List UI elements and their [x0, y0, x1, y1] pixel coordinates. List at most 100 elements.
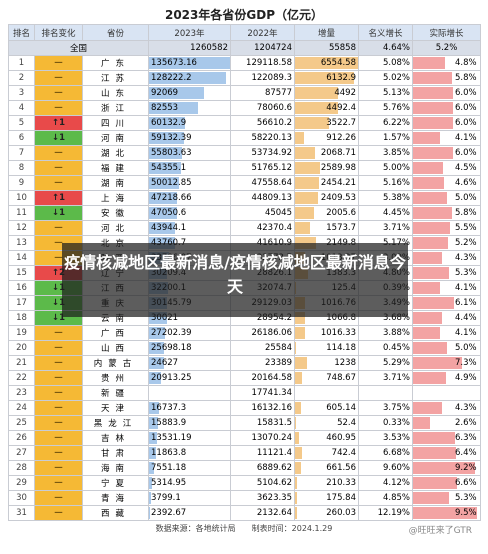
increase-cell: 2068.71 [294, 145, 359, 161]
nominal-cell: 3.71% [358, 370, 413, 386]
gdp2023-value: 13531.19 [151, 433, 192, 443]
gdp2022-cell: 87577 [230, 85, 295, 101]
national-label: 全国 [8, 40, 149, 56]
increase-bar [295, 447, 303, 459]
table-row: 3— 山东 92069 87577 4492 5.13% 6.0% [8, 85, 481, 101]
increase-value: 4492.4 [326, 103, 356, 113]
rank-cell: 1 [8, 55, 35, 71]
gdp-bar [149, 417, 159, 429]
gdp2022-cell: 23389 [230, 355, 295, 371]
table-row: 21— 内蒙古 24627 23389 1238 5.29% 7.3% [8, 355, 481, 371]
real-value: 4.5% [455, 163, 477, 173]
gdp-bar [149, 372, 162, 384]
real-cell: 4.1% [412, 325, 481, 341]
gdp2023-value: 128222.2 [151, 73, 192, 83]
gdp2023-value: 5314.95 [151, 478, 187, 488]
increase-bar [295, 432, 300, 444]
increase-bar [295, 207, 315, 219]
change-cell: ↓1 [34, 205, 83, 221]
real-cell: 6.4% [412, 445, 481, 461]
real-value: 2.6% [455, 418, 477, 428]
increase-cell: 210.33 [294, 475, 359, 491]
real-value: 6.0% [455, 148, 477, 158]
increase-cell: 1238 [294, 355, 359, 371]
col-province: 省份 [82, 24, 149, 41]
increase-cell: 3522.7 [294, 115, 359, 131]
real-bar [413, 462, 475, 474]
increase-bar [295, 132, 304, 144]
province-cell: 河南 [82, 130, 149, 146]
increase-cell: 748.67 [294, 370, 359, 386]
nominal-cell: 6.22% [358, 115, 413, 131]
real-cell: 5.0% [412, 340, 481, 356]
gdp2023-cell: 59132.39 [148, 130, 231, 146]
change-cell: — [34, 355, 83, 371]
table-row: 26— 吉林 13531.19 13070.24 460.95 3.53% 6.3% [8, 430, 481, 446]
gdp2023-value: 54355.1 [151, 163, 187, 173]
increase-cell: 661.56 [294, 460, 359, 476]
real-bar [413, 222, 450, 234]
province-cell: 吉林 [82, 430, 149, 446]
gdp2022-cell: 58220.13 [230, 130, 295, 146]
increase-cell: 52.4 [294, 415, 359, 431]
table-row: 27— 甘肃 11863.8 11121.4 742.4 6.68% 6.4% [8, 445, 481, 461]
national-real: 5.2% [412, 40, 481, 56]
real-value: 5.0% [455, 193, 477, 203]
increase-bar [295, 72, 354, 84]
increase-cell: 460.95 [294, 430, 359, 446]
gdp2023-cell: 13531.19 [148, 430, 231, 446]
change-cell: — [34, 55, 83, 71]
gdp2022-cell: 13070.24 [230, 430, 295, 446]
increase-bar [295, 507, 298, 519]
gdp-bar [149, 402, 159, 414]
real-bar [413, 207, 452, 219]
rank-cell: 6 [8, 130, 35, 146]
increase-value: 1238 [334, 358, 356, 368]
gdp-bar [149, 327, 166, 339]
national-2023: 1260582 [148, 40, 231, 56]
gdp2023-cell: 5314.95 [148, 475, 231, 491]
gdp2023-cell: 11863.8 [148, 445, 231, 461]
real-cell: 6.0% [412, 85, 481, 101]
real-bar [413, 402, 442, 414]
real-value: 5.2% [455, 238, 477, 248]
real-cell: 4.8% [412, 55, 481, 71]
province-cell: 山东 [82, 85, 149, 101]
table-row: 18 ↓1 云南 30021 28954.2 1066.8 3.68% 4.4% [8, 310, 481, 326]
nominal-cell: 5.00% [358, 160, 413, 176]
real-cell: 7.3% [412, 355, 481, 371]
national-inc: 55858 [294, 40, 359, 56]
gdp2022-cell: 122089.3 [230, 70, 295, 86]
gdp-bar [149, 117, 185, 129]
province-cell: 福建 [82, 160, 149, 176]
province-cell: 河北 [82, 220, 149, 236]
province-cell: 山西 [82, 340, 149, 356]
increase-value: 460.95 [326, 433, 356, 443]
real-cell: 4.5% [412, 160, 481, 176]
increase-bar [295, 342, 297, 354]
col-nominal: 名义增长 [358, 24, 413, 41]
change-cell: — [34, 160, 83, 176]
gdp2022-cell: 53734.92 [230, 145, 295, 161]
gdp2023-cell: 47050.6 [148, 205, 231, 221]
increase-bar [295, 117, 329, 129]
real-cell: 5.0% [412, 190, 481, 206]
real-cell: 9.5% [412, 505, 481, 521]
nominal-cell: 3.85% [358, 145, 413, 161]
nominal-cell: 3.53% [358, 430, 413, 446]
gdp2023-cell: 2392.67 [148, 505, 231, 521]
table-row: 19— 广西 27202.39 26186.06 1016.33 3.88% 4.1% [8, 325, 481, 341]
province-cell: 黑龙江 [82, 415, 149, 431]
headline-overlay[interactable]: 疫情核减地区最新消息/疫情核减地区最新消息今天 [62, 243, 408, 317]
table-title: 2023年各省份GDP（亿元） [164, 8, 323, 22]
province-cell: 天津 [82, 400, 149, 416]
gdp2023-cell: 25698.18 [148, 340, 231, 356]
rank-cell: 15 [8, 265, 35, 281]
gdp2023-value: 7551.18 [151, 463, 187, 473]
real-bar [413, 72, 452, 84]
table-row: 8— 福建 54355.1 51765.12 2589.98 5.00% 4.5% [8, 160, 481, 176]
gdp2022-cell: 17741.34 [230, 385, 295, 401]
real-bar [413, 447, 456, 459]
increase-bar [295, 162, 320, 174]
increase-cell: 742.4 [294, 445, 359, 461]
